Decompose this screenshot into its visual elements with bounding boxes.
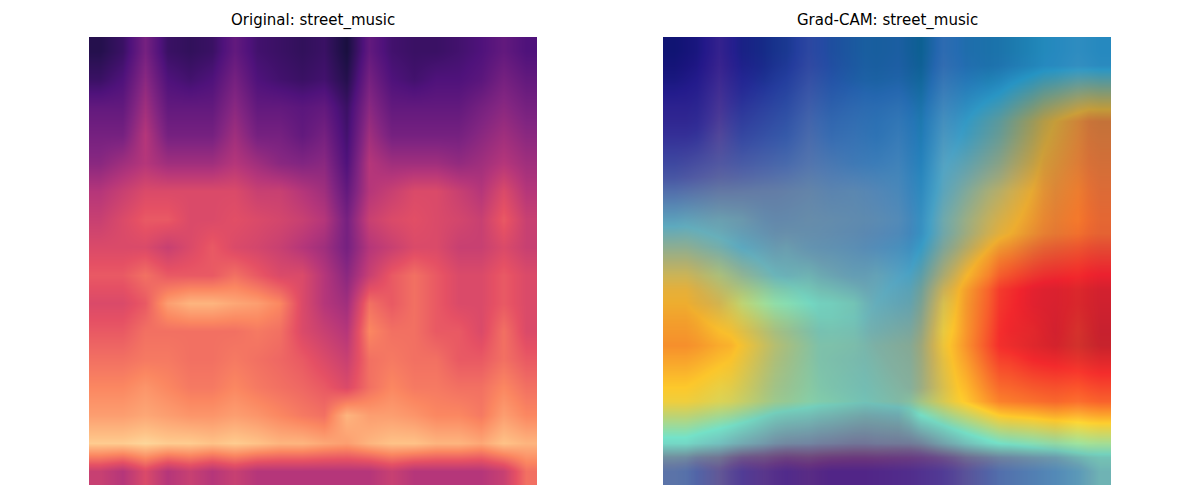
svg-text:Original: street_music: Original: street_music — [231, 11, 395, 30]
svg-text:Grad-CAM: street_music: Grad-CAM: street_music — [797, 11, 978, 30]
